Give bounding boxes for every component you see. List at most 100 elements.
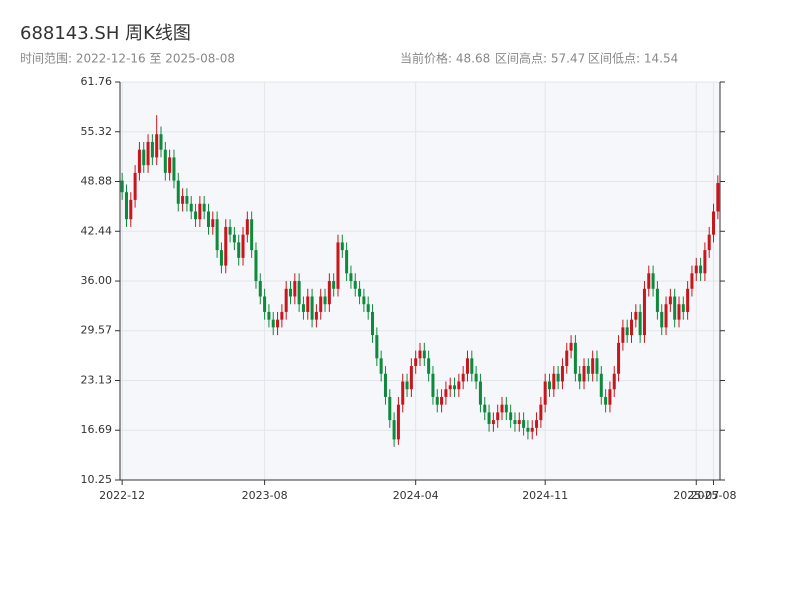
candle-body — [172, 157, 176, 181]
candle-body — [336, 242, 340, 289]
y-tick-label: 61.76 — [81, 75, 113, 88]
candle-body — [241, 234, 245, 258]
candle-body — [379, 358, 383, 374]
candle-body — [405, 381, 409, 390]
candle-body — [522, 420, 526, 428]
candle-body — [250, 219, 254, 251]
candle-body — [569, 342, 573, 351]
candle-body — [543, 381, 547, 405]
candle-body — [461, 373, 465, 382]
candle-body — [712, 211, 716, 235]
candle-body — [414, 358, 418, 367]
candle-body — [211, 219, 215, 227]
candle-body — [224, 226, 228, 266]
candle-body — [176, 180, 180, 204]
candle-body — [612, 373, 616, 390]
stat-current: 当前价格: 48.68 — [400, 51, 490, 66]
candle-body — [483, 404, 487, 413]
candle-body — [573, 342, 577, 374]
candle-body — [258, 281, 262, 297]
candle-body — [427, 358, 431, 374]
candle-body — [526, 427, 530, 432]
candle-body — [547, 381, 552, 390]
candle-body — [392, 420, 396, 440]
candle-body — [215, 219, 219, 251]
candle-body — [388, 396, 392, 421]
candle-body — [431, 373, 435, 397]
candle-body — [556, 373, 560, 382]
candle-body — [642, 288, 646, 336]
candle-body — [340, 242, 344, 251]
candle-body — [163, 149, 167, 173]
candle-body — [129, 199, 133, 220]
candle-body — [690, 273, 694, 289]
candle-body — [137, 149, 141, 173]
candle-body — [366, 304, 370, 312]
candle-body — [668, 296, 672, 305]
y-tick-label: 16.69 — [81, 423, 113, 436]
candle-body — [552, 373, 556, 390]
candle-body — [539, 404, 543, 421]
candle-body — [181, 196, 185, 204]
candle-body — [586, 366, 590, 374]
candle-body — [504, 404, 508, 413]
candle-body — [435, 396, 439, 405]
candle-body — [185, 196, 189, 204]
candle-body — [288, 288, 293, 297]
candle-body — [457, 381, 461, 390]
candle-body — [440, 396, 444, 405]
candle-body — [189, 203, 193, 212]
candle-body — [487, 412, 491, 424]
candle-body — [444, 389, 448, 397]
candle-body — [578, 373, 582, 382]
y-tick-label: 10.25 — [81, 473, 113, 486]
candle-body — [491, 420, 495, 424]
candle-body — [396, 404, 400, 440]
candle-body — [677, 304, 681, 320]
candle-body — [422, 350, 426, 359]
candle-body — [232, 234, 236, 243]
candle-body — [263, 296, 267, 312]
candle-body — [604, 396, 608, 405]
candle-body — [353, 281, 357, 289]
candle-body — [202, 203, 206, 212]
candle-body — [707, 234, 711, 251]
candle-body — [133, 172, 137, 200]
candle-body — [535, 420, 539, 428]
candle-body — [245, 219, 249, 235]
y-tick-label: 23.13 — [81, 373, 113, 386]
candle-body — [345, 250, 349, 274]
candle-body — [159, 134, 163, 150]
x-tick-label: 2025-07 — [673, 489, 719, 502]
candle-body — [608, 389, 612, 405]
candle-body — [595, 358, 599, 374]
x-tick-label: 2024-11 — [522, 489, 568, 502]
candle-body — [686, 288, 690, 312]
candle-body — [448, 385, 452, 390]
candle-body — [358, 288, 362, 297]
candle-body — [349, 273, 353, 282]
candle-body — [314, 311, 318, 320]
y-tick-label: 48.88 — [81, 175, 113, 188]
candle-body — [651, 273, 655, 289]
candle-body — [155, 134, 159, 158]
candle-body — [254, 250, 258, 282]
candle-body — [267, 311, 271, 320]
candle-body — [327, 281, 331, 305]
candle-body — [371, 311, 375, 336]
candle-body — [465, 358, 469, 374]
x-tick-label: 2023-08 — [242, 489, 288, 502]
candle-body — [565, 350, 569, 367]
candle-body — [496, 412, 500, 421]
candle-body — [383, 373, 387, 397]
candle-body — [401, 381, 405, 405]
candle-body — [276, 319, 280, 328]
candle-body — [142, 149, 146, 166]
candle-body — [150, 141, 154, 158]
candle-body — [323, 296, 327, 305]
candle-body — [271, 319, 275, 328]
candle-body — [478, 381, 482, 405]
x-tick-label: 2025-08 — [691, 489, 737, 502]
